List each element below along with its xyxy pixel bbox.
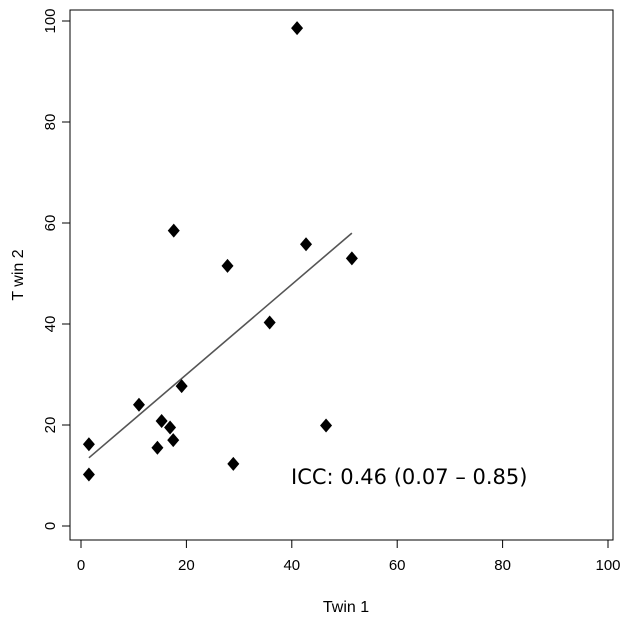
data-point-13 <box>300 237 313 252</box>
y-tick-label-60: 60 <box>42 215 59 232</box>
data-point-8 <box>175 379 188 394</box>
x-axis: 0 20 40 60 80 100 <box>77 540 621 574</box>
data-point-0 <box>82 437 95 452</box>
icc-annotation: ICC: 0.46 (0.07 – 0.85) <box>291 465 527 489</box>
data-point-15 <box>345 251 358 266</box>
y-tick-label-100: 100 <box>42 8 59 33</box>
data-point-10 <box>227 456 240 471</box>
data-point-6 <box>167 433 180 448</box>
y-tick-label-80: 80 <box>42 114 59 131</box>
plot-frame <box>69 9 614 541</box>
data-point-9 <box>221 258 234 273</box>
data-point-3 <box>151 440 164 455</box>
data-point-12 <box>291 21 304 36</box>
data-point-7 <box>167 223 180 238</box>
y-axis-title: T win 2 <box>10 249 27 300</box>
x-tick-label-100: 100 <box>595 557 620 574</box>
x-tick-label-60: 60 <box>389 557 406 574</box>
data-point-1 <box>82 467 95 482</box>
y-tick-label-20: 20 <box>42 417 59 434</box>
x-tick-label-20: 20 <box>178 557 195 574</box>
regression-line <box>88 232 353 459</box>
data-point-14 <box>320 418 333 433</box>
x-tick-label-0: 0 <box>77 557 85 574</box>
data-point-4 <box>155 413 168 428</box>
data-point-2 <box>132 397 145 412</box>
data-point-5 <box>164 420 177 435</box>
data-points <box>82 21 358 482</box>
y-tick-label-0: 0 <box>42 522 59 530</box>
x-axis-title: Twin 1 <box>323 599 369 616</box>
data-point-11 <box>263 315 276 330</box>
x-tick-label-40: 40 <box>283 557 300 574</box>
y-axis: 0 20 40 60 80 100 <box>42 8 70 530</box>
y-tick-label-40: 40 <box>42 316 59 333</box>
x-tick-label-80: 80 <box>494 557 511 574</box>
